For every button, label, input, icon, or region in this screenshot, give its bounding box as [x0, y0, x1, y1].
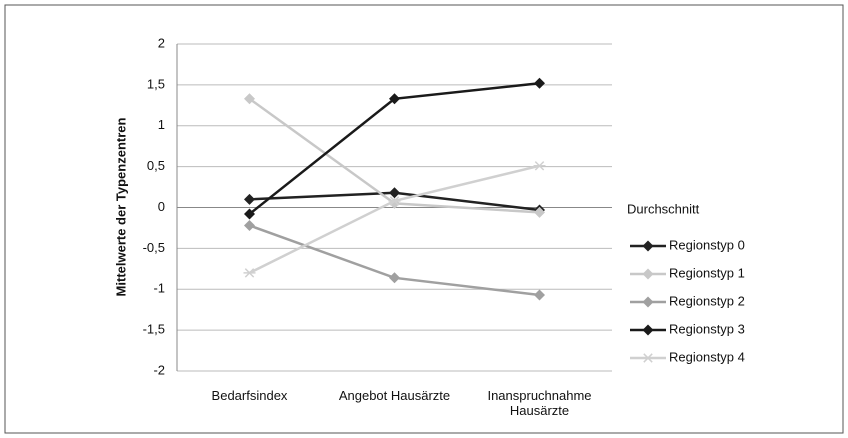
marker [642, 353, 654, 363]
y-tick-label: 0 [158, 199, 165, 214]
y-tick-label: 1,5 [147, 76, 165, 91]
marker [389, 93, 400, 105]
y-tick-label: 0,5 [147, 158, 165, 173]
legend-label: Regionstyp 2 [669, 293, 745, 308]
x-tick-label: Angebot Hausärzte [338, 388, 451, 403]
marker [243, 268, 256, 278]
series-line [248, 164, 540, 275]
marker [642, 296, 654, 308]
frame [4, 4, 844, 434]
marker [244, 93, 255, 105]
y-tick-label: 1 [158, 117, 165, 132]
y-tick-label: -0,5 [143, 240, 165, 255]
marker [642, 268, 654, 280]
marker [389, 187, 400, 199]
y-tick-label: -2 [153, 362, 165, 377]
marker [244, 219, 255, 231]
legend-label: Regionstyp 1 [669, 265, 745, 280]
marker [244, 193, 255, 205]
y-tick-label: 2 [158, 35, 165, 50]
y-tick-label: -1,5 [143, 322, 165, 337]
marker [534, 206, 545, 218]
marker [533, 161, 546, 171]
marker [389, 272, 400, 284]
x-tick-label: Inanspruchnahme Hausärzte [487, 388, 592, 418]
x-tick-label: Bedarfsindex [211, 388, 288, 403]
marker [534, 289, 545, 301]
legend-label: Regionstyp 4 [669, 349, 745, 364]
y-tick-label: -1 [153, 281, 165, 296]
legend-label: Regionstyp 3 [669, 321, 745, 336]
y-axis-label: Mittelwerte der Typenzentren [113, 117, 128, 296]
marker [388, 196, 401, 206]
legend-label: Regionstyp 0 [669, 237, 745, 252]
marker [642, 324, 654, 336]
marker [244, 208, 255, 220]
marker [534, 77, 545, 89]
marker [642, 240, 654, 252]
legend-title: Durchschnitt [627, 201, 700, 216]
series-line [249, 224, 540, 297]
